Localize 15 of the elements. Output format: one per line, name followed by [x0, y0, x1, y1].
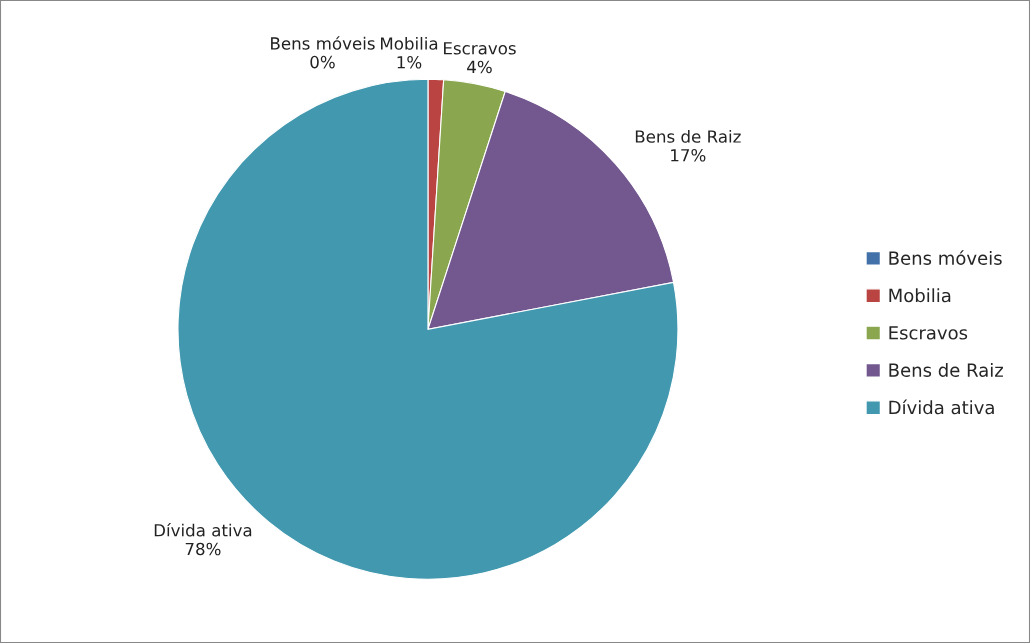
slice-label: Dívida ativa	[154, 523, 252, 537]
legend-label: Bens móveis	[889, 250, 1002, 265]
category-label: Bens móveis	[271, 36, 375, 50]
slice-label: Bens de Raiz	[635, 129, 741, 143]
legend-label: Dívida ativa	[889, 399, 994, 415]
slice-label: Mobilia	[381, 36, 438, 50]
data-label: 4%	[467, 60, 492, 74]
text: 0%	[310, 55, 335, 69]
data-label: 78%	[185, 542, 221, 556]
legend-label: Bens de Raiz	[889, 362, 1003, 377]
slice-label: Escravos	[444, 42, 516, 55]
legend-label: Escravos	[889, 326, 968, 340]
data-label: 1%	[397, 55, 422, 69]
legend-label: Mobilia	[889, 288, 951, 303]
data-label: 17%	[671, 148, 706, 162]
